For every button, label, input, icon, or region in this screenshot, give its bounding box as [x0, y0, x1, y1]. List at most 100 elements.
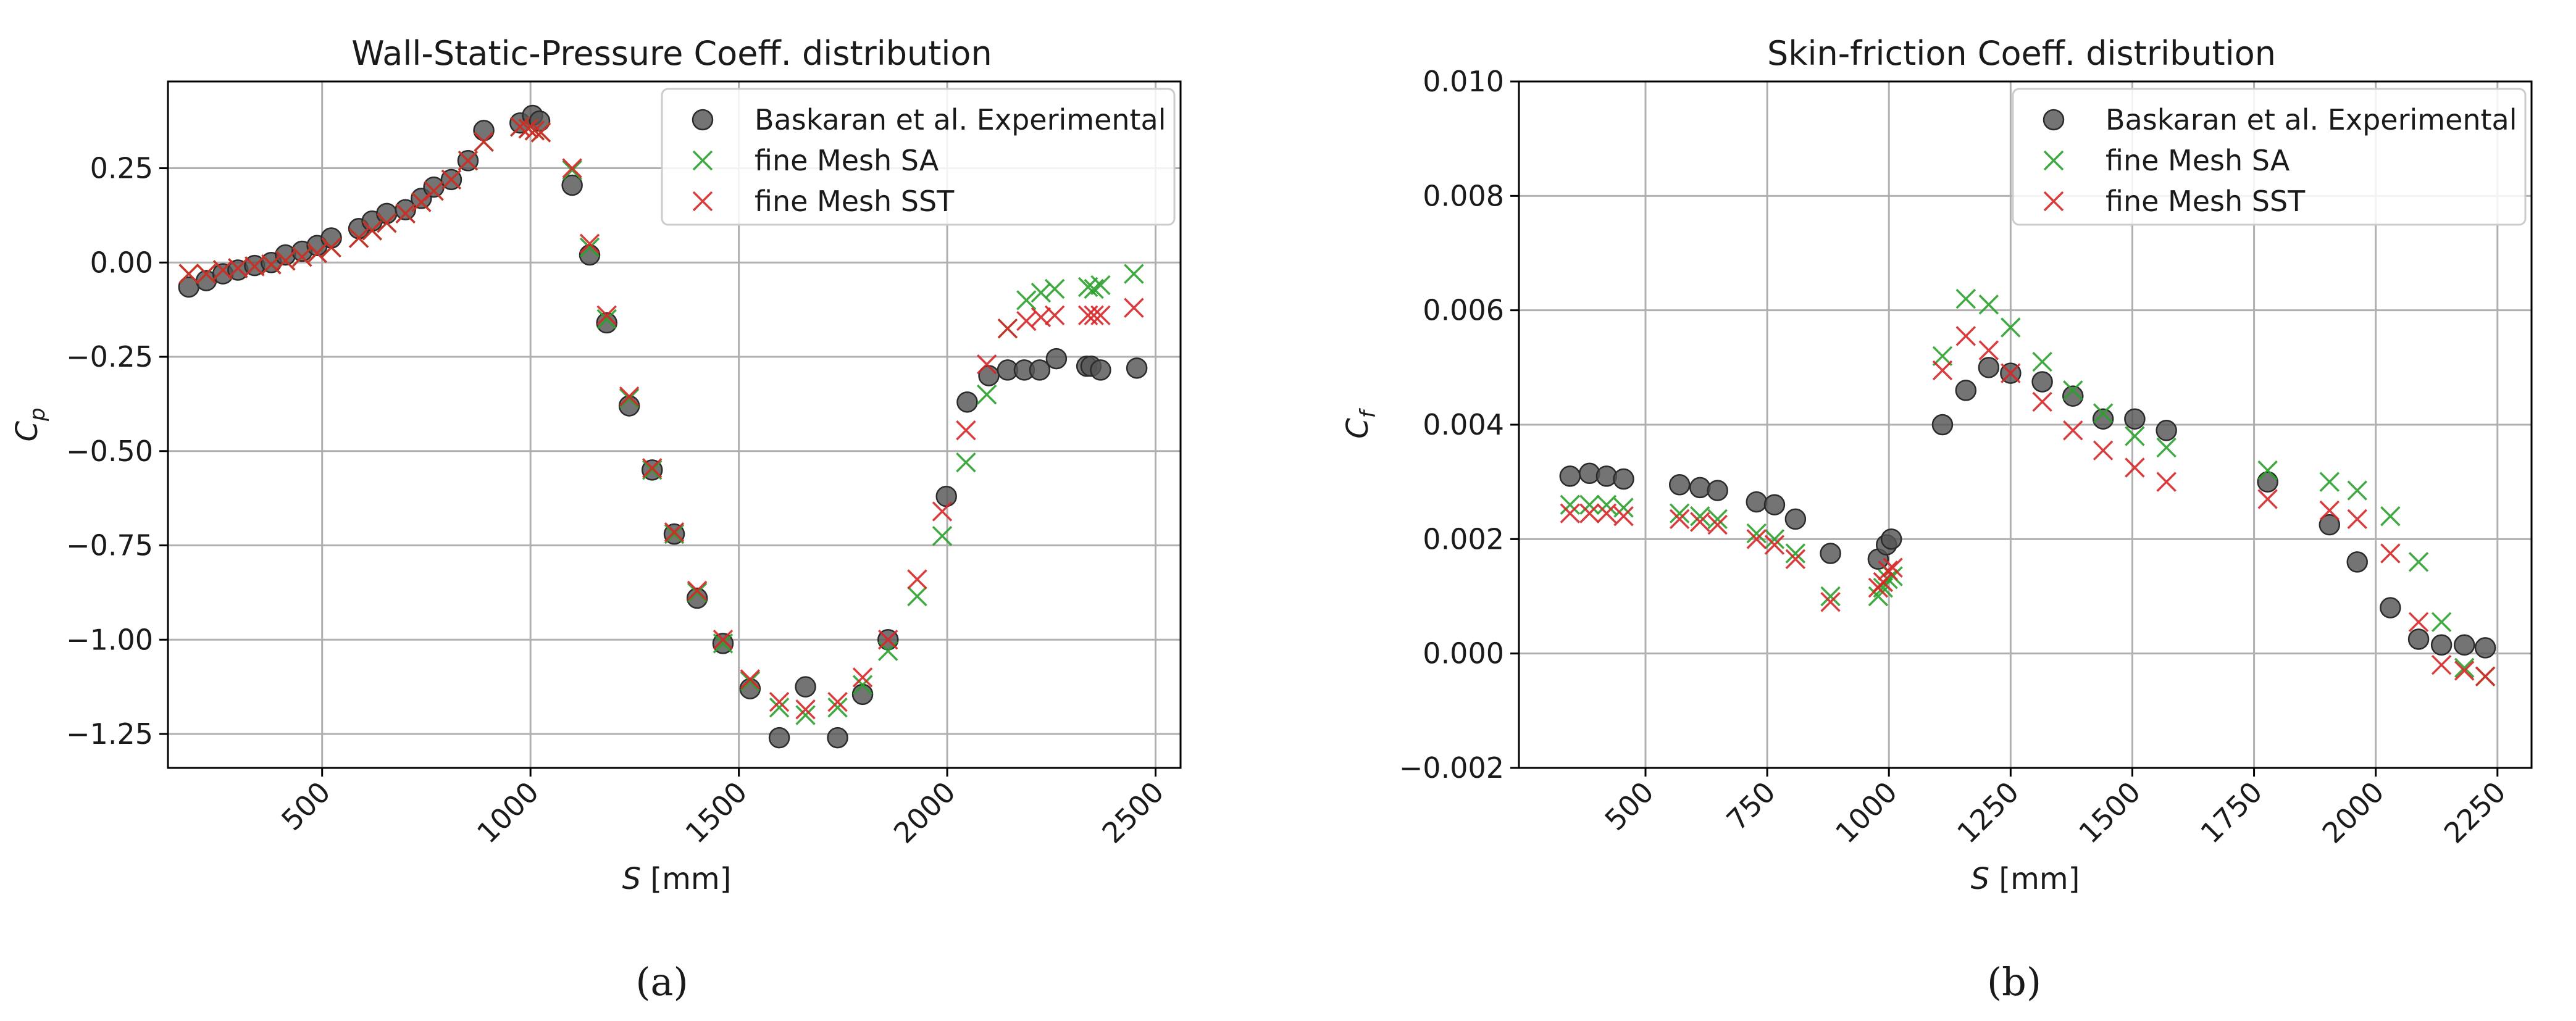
chart-a-point [740, 671, 761, 691]
chart-b-point [1689, 477, 1711, 499]
chart-a-point [851, 683, 874, 706]
chart-a-point [321, 237, 341, 258]
chart-b-point [2062, 385, 2084, 407]
chart-b-point [1763, 494, 1786, 515]
chart-a-point [956, 420, 976, 441]
chart-a-point [395, 199, 416, 220]
chart-b-point [2347, 509, 2367, 530]
chart-b-point [2124, 408, 2146, 430]
chart-b-point [2156, 472, 2177, 492]
chart-b-point [2407, 628, 2430, 650]
chart-b-legend: Baskaran et al. Experimental fine Mesh SA… [2012, 88, 2527, 226]
chart-a-point [473, 120, 495, 141]
chart-b-point [1746, 491, 1768, 513]
chart-b-point [1764, 535, 1785, 555]
chart-a-point [228, 258, 248, 278]
chart-a-point [769, 698, 790, 718]
chart-b-point [1746, 529, 1767, 549]
chart-b-point [1707, 514, 1728, 535]
chart-b-point [1955, 288, 1976, 309]
chart-b-point [1883, 557, 1903, 578]
chart-a-ytick-label: −0.75 [66, 529, 153, 562]
chart-a-point [579, 233, 600, 254]
chart-a-xlabel: S [mm] [622, 862, 732, 896]
chart-b-ytick-label: 0.002 [1423, 522, 1504, 556]
chart-b-point [2156, 420, 2177, 441]
chart-a-point [1090, 359, 1111, 381]
chart-a-point [292, 246, 312, 267]
chart-b-point [1932, 346, 1953, 367]
chart-a-point [458, 151, 479, 171]
chart-b-point [1880, 528, 1902, 550]
chart-b-point [2001, 363, 2021, 383]
chart-b-point [1690, 512, 1710, 532]
chart-b-point [1878, 561, 1898, 581]
chart-b-point [1596, 503, 1617, 523]
chart-a-point [1044, 305, 1065, 326]
chart-b-point [2125, 426, 2145, 446]
chart-b-xtick-label: 1750 [2194, 775, 2269, 850]
chart-a-ytick-label: 0.00 [90, 246, 153, 279]
chart-b-point [1955, 326, 1976, 346]
chart-a-point [686, 587, 708, 609]
chart-b-xtick-label: 1250 [1951, 775, 2025, 850]
chart-a-point [579, 237, 600, 258]
chart-a-point [596, 305, 617, 326]
chart-a-legend-marker [692, 191, 713, 212]
chart-b-ytick-label: 0.006 [1423, 294, 1504, 327]
chart-b-ytick-label: −0.002 [1399, 751, 1504, 785]
chart-a-point [664, 522, 685, 543]
chart-a-point [178, 264, 199, 284]
chart-b-series-0 [1559, 357, 2496, 659]
chart-b-point [2001, 317, 2021, 338]
chart-b-point [2319, 514, 2341, 536]
chart-b-point [1764, 529, 1785, 549]
chart-a-ytick-label: −1.00 [66, 623, 153, 656]
chart-b-point [2408, 552, 2429, 572]
chart-a-point [1090, 275, 1111, 296]
chart-b-point [1613, 468, 1634, 490]
chart-b-point [1579, 503, 1600, 523]
chart-a-point [1126, 357, 1148, 379]
chart-a-point [562, 160, 582, 180]
chart-b-point [1707, 480, 1728, 501]
chart-b-point [1955, 380, 1977, 401]
chart-b-point [2380, 597, 2401, 619]
chart-a-point [932, 526, 953, 546]
chart-a-point [642, 458, 663, 478]
chart-b: Skin-friction Coeff. distribution 500 750… [1340, 34, 2533, 1004]
chart-a-point [377, 212, 397, 233]
chart-b-point [1596, 494, 1617, 515]
chart-a-point [441, 169, 462, 190]
chart-a-legend-label: fine Mesh SST [755, 185, 955, 218]
chart-b-legend-box [2012, 88, 2527, 226]
chart-b-point [2063, 420, 2083, 441]
chart-a-legend-label: fine Mesh SA [755, 144, 939, 177]
chart-b-point [1613, 506, 1634, 527]
chart-a-point [1077, 277, 1098, 298]
chart-b-point [2380, 543, 2401, 564]
chart-a-point [596, 309, 617, 330]
chart-a-point [795, 676, 816, 698]
chart-b-series-2 [1560, 326, 2496, 686]
chart-a-point [510, 117, 530, 137]
chart-a-point [524, 120, 545, 141]
chart-a-ytick-label: −0.50 [66, 435, 153, 468]
chart-b-legend-label: fine Mesh SST [2106, 185, 2306, 218]
chart-a-point [852, 667, 873, 688]
chart-b-point [2380, 506, 2401, 527]
chart-a-point [1090, 305, 1111, 326]
chart-a-point [518, 119, 539, 139]
chart-a-point [852, 675, 873, 695]
chart-a-xtick-label: 2500 [1095, 775, 1170, 850]
chart-b-legend-marker [2043, 150, 2064, 171]
chart-a-xtick-label: 2000 [887, 775, 962, 850]
chart-a-point [877, 630, 898, 650]
chart-a-point [642, 460, 663, 480]
chart-a-point [1029, 359, 1051, 381]
chart-a-point [1045, 348, 1068, 370]
chart-b-point [2257, 471, 2278, 493]
chart-a-point [976, 384, 997, 405]
chart-a-legend-marker [692, 150, 713, 171]
chart-a-point [307, 243, 327, 264]
